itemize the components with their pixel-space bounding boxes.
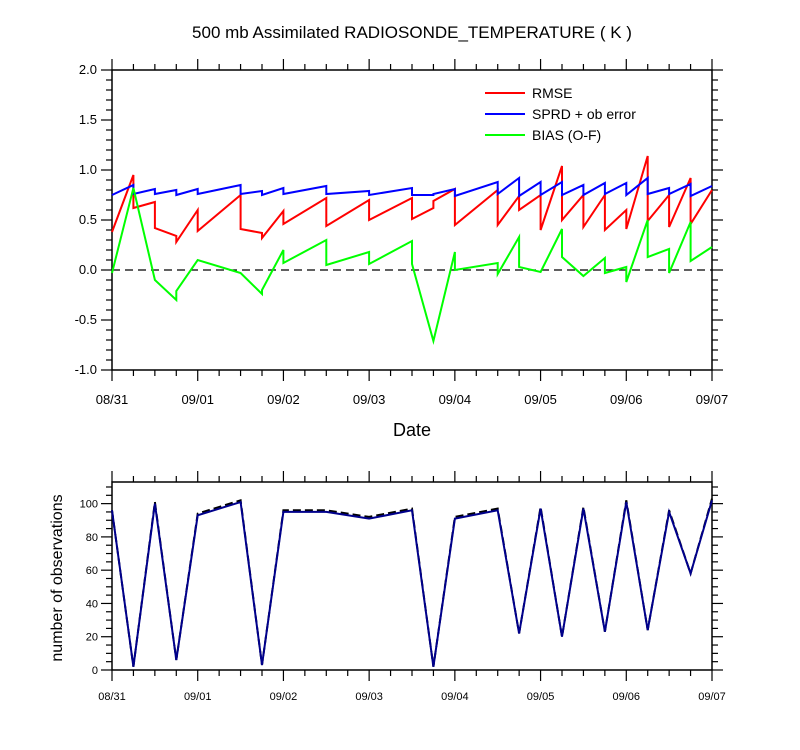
y-tick-label: 80 xyxy=(86,532,98,544)
x-tick-label: 09/07 xyxy=(698,691,726,703)
y-tick-label: 100 xyxy=(80,499,98,511)
y-tick-label: 1.0 xyxy=(79,162,97,177)
x-tick-label: 09/06 xyxy=(610,392,643,407)
top-chart-xlabel: Date xyxy=(393,420,431,440)
x-tick-label: 09/03 xyxy=(353,392,386,407)
series-line-sprd-ob-error xyxy=(111,175,713,198)
x-tick-label: 09/05 xyxy=(524,392,557,407)
x-tick-label: 08/31 xyxy=(96,392,129,407)
y-tick-label: -0.5 xyxy=(75,312,97,327)
y-tick-label: 0.0 xyxy=(79,262,97,277)
y-tick-label: 0 xyxy=(92,665,98,677)
legend-entry: RMSE xyxy=(532,85,572,101)
x-tick-label: 09/04 xyxy=(439,392,472,407)
x-tick-label: 09/07 xyxy=(696,392,729,407)
series-line-rmse xyxy=(111,155,713,246)
x-tick-label: 09/03 xyxy=(355,691,383,703)
y-tick-label: 40 xyxy=(86,598,98,610)
x-tick-label: 09/05 xyxy=(527,691,555,703)
top-chart: 08/31 09/01 09/02 09/03 09/04 09/05 09/06 09/07… xyxy=(75,59,729,407)
bottom-chart: 08/31 09/01 09/02 09/03 09/04 09/05 09/06 09/07… xyxy=(80,471,726,703)
y-tick-label: 60 xyxy=(86,565,98,577)
x-tick-label: 09/04 xyxy=(441,691,469,703)
series-line-bias-o-f xyxy=(111,187,713,345)
legend-entry: BIAS (O-F) xyxy=(532,127,601,143)
top-chart-title: 500 mb Assimilated RADIOSONDE_TEMPERATUR… xyxy=(192,23,632,42)
y-tick-label: 0.5 xyxy=(79,212,97,227)
y-tick-label: 1.5 xyxy=(79,112,97,127)
legend-entry: SPRD + ob error xyxy=(532,106,636,122)
x-tick-label: 09/02 xyxy=(270,691,298,703)
y-tick-label: -1.0 xyxy=(75,362,97,377)
y-tick-label: 20 xyxy=(86,632,98,644)
x-tick-label: 09/01 xyxy=(184,691,212,703)
series-line-assimilated xyxy=(111,500,713,667)
x-tick-label: 09/01 xyxy=(181,392,214,407)
x-tick-label: 08/31 xyxy=(98,691,126,703)
bottom-chart-ylabel: number of observations xyxy=(49,494,66,661)
x-tick-label: 09/02 xyxy=(267,392,300,407)
x-tick-label: 09/06 xyxy=(613,691,641,703)
y-tick-label: 2.0 xyxy=(79,62,97,77)
